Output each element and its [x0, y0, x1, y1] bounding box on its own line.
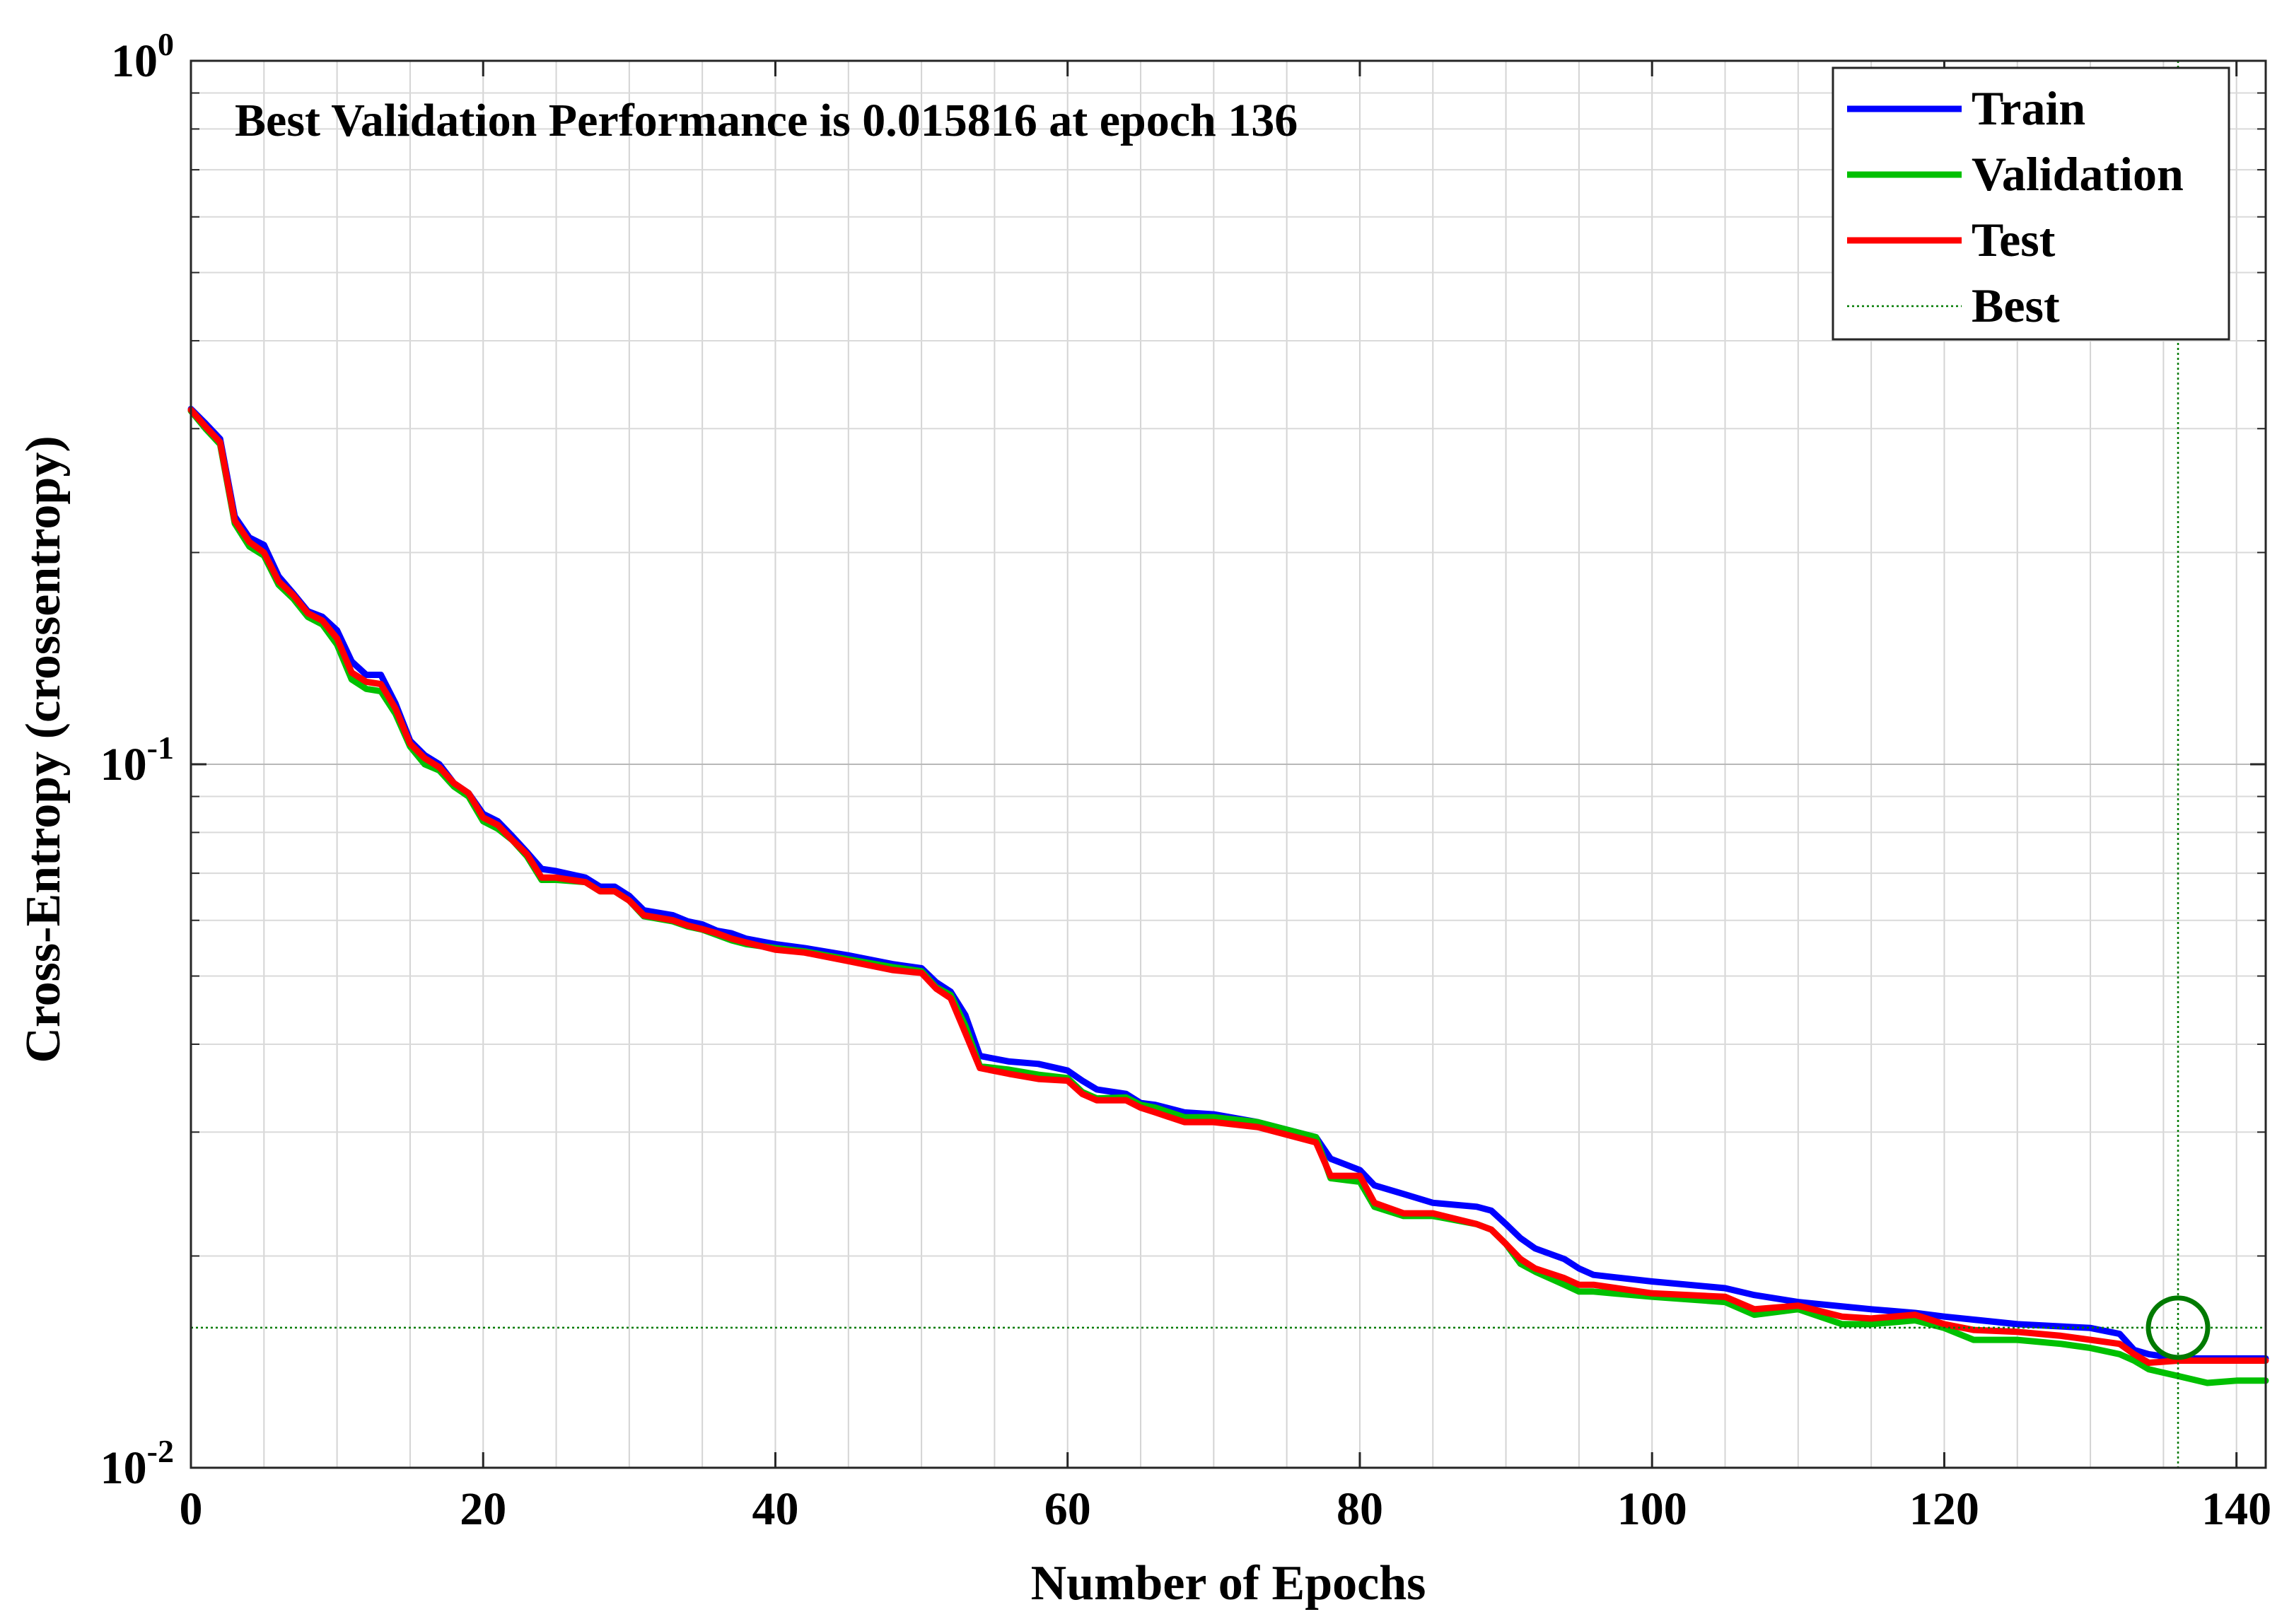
legend-box — [1832, 66, 2230, 341]
best-point-circle — [2145, 1295, 2211, 1360]
x-tick-label: 20 — [460, 1483, 506, 1535]
y-tick-label: 10-2 — [100, 1433, 174, 1494]
series-line-validation — [187, 407, 2269, 1386]
x-tick-label: 40 — [752, 1483, 798, 1535]
series-line-test — [187, 407, 2269, 1366]
x-tick-label: 120 — [1909, 1483, 1979, 1535]
series-line-train — [187, 405, 2269, 1362]
legend-label-validation: Validation — [1972, 147, 2184, 201]
y-tick-label: 10-1 — [100, 730, 174, 790]
x-tick-label: 100 — [1617, 1483, 1687, 1535]
axis-ticks: 0 20 40 60 80 100 120 140 100 10-1 10-2 — [100, 26, 2272, 1535]
x-tick-label: 140 — [2201, 1483, 2271, 1535]
legend-label-best: Best — [1972, 279, 2060, 332]
x-axis-label: Number of Epochs — [1031, 1556, 1426, 1611]
legend: Train Validation Test Best — [1832, 66, 2230, 341]
series-layer — [187, 405, 2269, 1386]
x-tick-label: 0 — [180, 1483, 203, 1535]
y-axis-label: Cross-Entropy (crossentropy) — [16, 436, 71, 1063]
chart-title: Best Validation Performance is 0.015816 … — [235, 95, 1298, 146]
legend-label-test: Test — [1972, 213, 2056, 267]
x-tick-label: 80 — [1337, 1483, 1383, 1535]
legend-label-train: Train — [1972, 81, 2085, 135]
x-tick-label: 60 — [1044, 1483, 1091, 1535]
y-tick-label: 100 — [111, 26, 174, 87]
